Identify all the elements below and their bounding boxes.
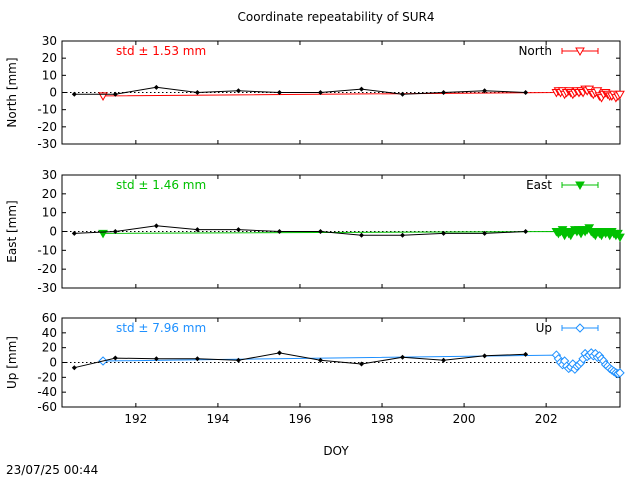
data-point [71, 91, 77, 97]
x-tick-label: 200 [453, 412, 476, 426]
data-point [575, 47, 585, 57]
data-point [482, 230, 488, 236]
data-point [523, 229, 529, 234]
data-point [153, 223, 159, 229]
data-point [523, 351, 529, 357]
series-north [98, 85, 625, 103]
series-line [74, 352, 526, 369]
std-label: std ± 1.53 mm [116, 44, 206, 58]
timestamp: 23/07/25 00:44 [6, 463, 98, 477]
legend-east: East [526, 178, 599, 192]
y-tick-label: 30 [42, 168, 57, 182]
x-axis-label: DOY [323, 444, 349, 458]
data-point [575, 181, 585, 191]
x-tick-label: 202 [535, 412, 558, 426]
y-tick-label: 20 [42, 341, 57, 355]
y-tick-label: -10 [37, 243, 57, 257]
data-point [615, 368, 625, 378]
series-up [98, 348, 625, 379]
data-point [317, 229, 323, 234]
y-tick-label: 30 [42, 34, 57, 48]
data-point [194, 90, 200, 95]
y-tick-label: 20 [42, 187, 57, 201]
data-point [235, 88, 241, 94]
data-point [194, 227, 200, 233]
data-point [615, 233, 625, 243]
data-point [523, 90, 529, 95]
data-point [400, 354, 406, 360]
series-reference [71, 84, 529, 97]
data-point [441, 230, 447, 236]
data-point [441, 90, 447, 95]
std-label: std ± 1.46 mm [116, 178, 206, 192]
y-axis-label: Up [mm] [5, 336, 19, 389]
series-east [98, 224, 625, 243]
series-line [74, 225, 526, 236]
data-point [235, 227, 241, 233]
data-point [71, 230, 77, 236]
data-point [359, 86, 365, 92]
data-point [276, 90, 282, 95]
panel-east: -30 -20 -10 0 10 20 30 East [mm] std ± 1.46 mm Ea… [5, 168, 625, 295]
data-point [359, 232, 365, 238]
data-point [359, 361, 365, 367]
y-tick-label: -40 [37, 385, 57, 399]
y-tick-label: 0 [49, 86, 57, 100]
chart-title: Coordinate repeatability of SUR4 [237, 10, 434, 24]
legend-label: North [518, 44, 552, 58]
data-point [276, 350, 282, 356]
data-point [112, 91, 118, 97]
y-axis-label: East [mm] [5, 200, 19, 262]
legend-label: East [526, 178, 552, 192]
y-tick-label: 0 [49, 225, 57, 239]
x-tick-label: 198 [371, 412, 394, 426]
x-tick-label: 196 [289, 412, 312, 426]
y-tick-label: 10 [42, 68, 57, 82]
y-tick-label: -20 [37, 370, 57, 384]
data-point [482, 88, 488, 94]
data-point [400, 91, 406, 97]
y-tick-label: 0 [49, 356, 57, 370]
data-point [276, 229, 282, 234]
data-point [575, 323, 585, 333]
y-tick-label: -20 [37, 120, 57, 134]
y-tick-label: 10 [42, 206, 57, 220]
series-line [74, 86, 526, 95]
data-point [317, 357, 323, 363]
legend-up: Up [536, 321, 599, 335]
y-tick-label: -10 [37, 103, 57, 117]
x-tick-label: 194 [206, 412, 229, 426]
y-axis-label: North [mm] [5, 57, 19, 127]
data-point [235, 357, 241, 363]
x-tick-label: 192 [124, 412, 147, 426]
panels: -30 -20 -10 0 10 20 30 North [mm] std ± 1.53 mm N… [5, 34, 625, 426]
y-tick-label: 20 [42, 51, 57, 65]
y-tick-label: 40 [42, 326, 57, 340]
legend-label: Up [536, 321, 552, 335]
data-point [112, 229, 118, 234]
y-tick-label: 60 [42, 311, 57, 325]
data-point [482, 353, 488, 359]
panel-north: -30 -20 -10 0 10 20 30 North [mm] std ± 1.53 mm N… [5, 34, 625, 151]
data-point [153, 84, 159, 90]
y-tick-label: -60 [37, 400, 57, 414]
y-tick-label: -30 [37, 281, 57, 295]
data-point [317, 90, 323, 95]
data-point [71, 365, 77, 371]
data-point [615, 90, 625, 100]
std-label: std ± 7.96 mm [116, 321, 206, 335]
y-tick-label: -20 [37, 262, 57, 276]
series-reference [71, 350, 529, 371]
data-point [400, 232, 406, 238]
data-point [194, 356, 200, 362]
data-point [112, 355, 118, 361]
data-point [441, 357, 447, 363]
y-tick-label: -30 [37, 137, 57, 151]
series-reference [71, 223, 529, 238]
data-point [153, 356, 159, 362]
legend-north: North [518, 44, 599, 58]
